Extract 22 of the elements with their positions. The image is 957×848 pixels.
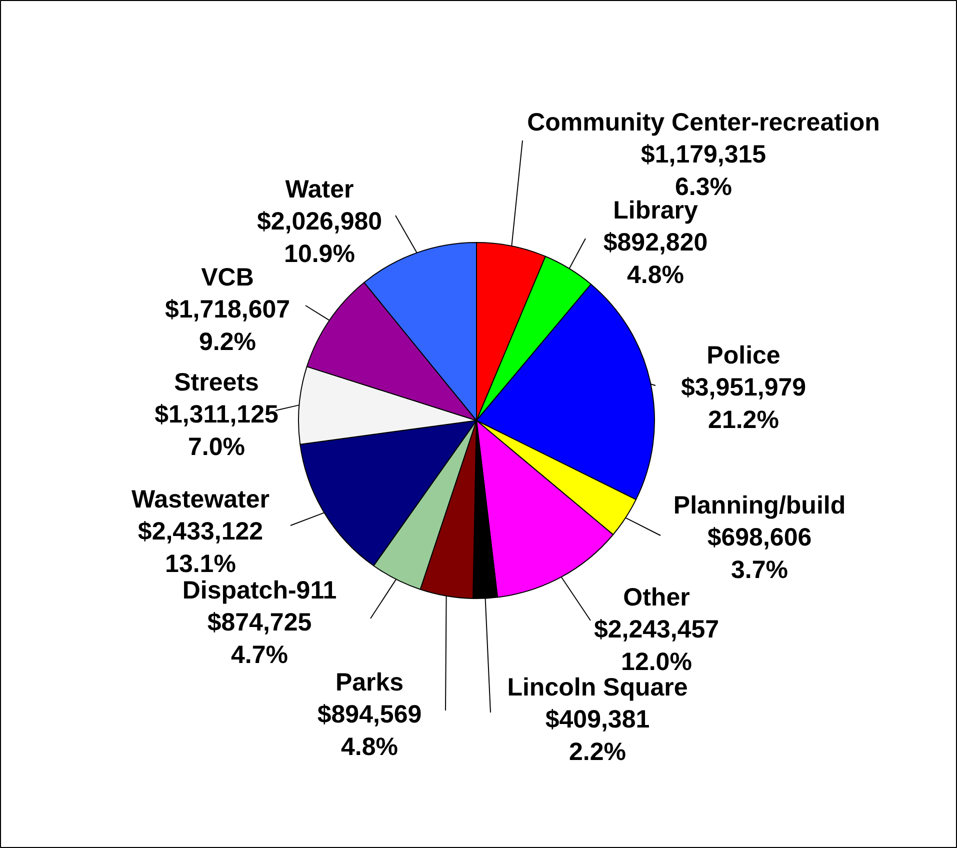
data-label: $698,606 3.7% <box>707 524 812 584</box>
legend-label: Dispatch-911 <box>182 576 337 604</box>
slice-label: Community Center-recreation <box>527 108 880 136</box>
data-label: $874,725 4.7% <box>207 608 312 669</box>
slice-label: Streets <box>174 368 259 396</box>
slice-label: Police <box>706 342 780 370</box>
slice-label: Water <box>285 176 354 204</box>
data-label: $892,820 4.8% <box>603 228 708 289</box>
data-label: $2,026,980 10.9% <box>256 208 382 268</box>
slice-label: VCB <box>201 264 254 292</box>
data-label: $1,311,125 7.0% <box>154 400 278 461</box>
data-label: $1,718,607 9.2% <box>164 296 290 356</box>
slice-label: Lincoln Square <box>507 674 688 702</box>
slice-label: Other <box>623 584 690 612</box>
slice-label: Parks <box>335 668 404 696</box>
slice-label: Planning/build <box>673 492 846 520</box>
data-label: $2,433,122 13.1% <box>138 518 264 578</box>
slice-label: Wastewater <box>131 486 270 514</box>
data-label: $409,381 2.2% <box>545 706 650 766</box>
data-label: $3,951,979 21.2% <box>680 374 806 434</box>
data-label: $894,569 4.8% <box>317 700 422 761</box>
data-label: $2,243,457 12.0% <box>594 616 720 676</box>
